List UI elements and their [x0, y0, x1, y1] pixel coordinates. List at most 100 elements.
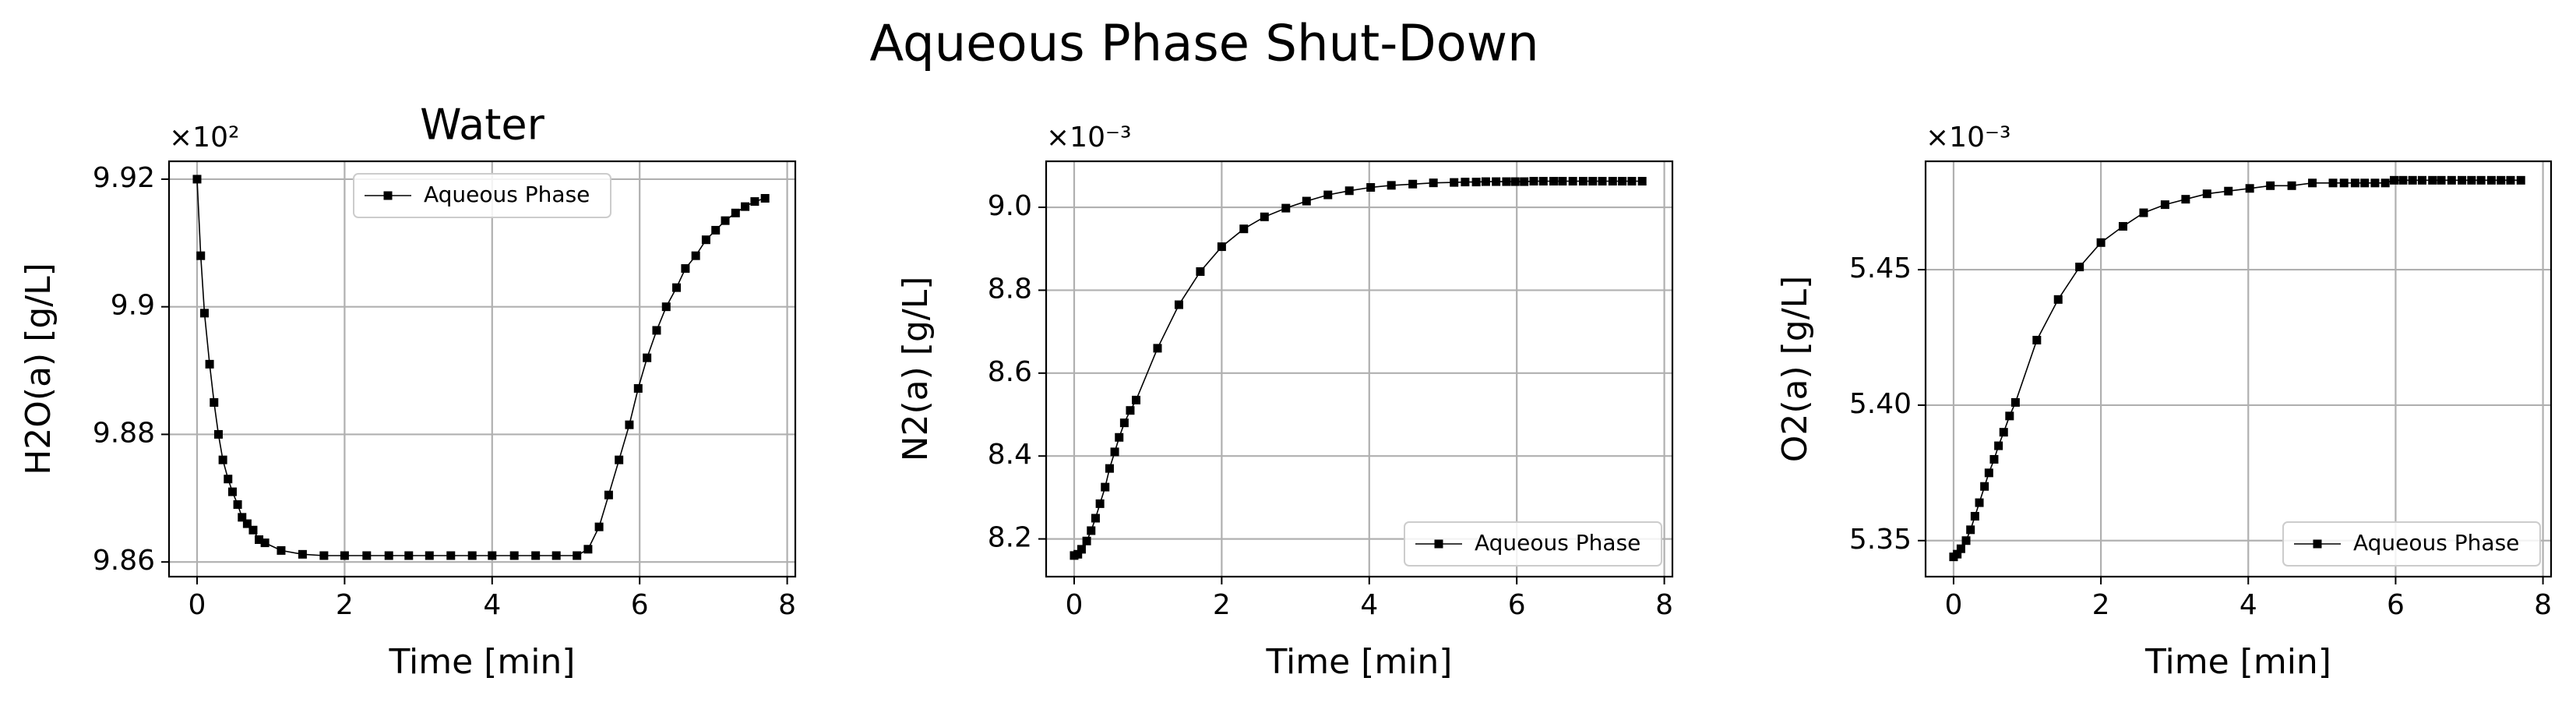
data-point: [2139, 208, 2148, 217]
data-point: [583, 545, 593, 554]
data-point: [731, 208, 740, 217]
data-point: [2224, 186, 2233, 196]
data-point: [2053, 295, 2063, 304]
data-point: [218, 455, 227, 464]
data-point: [1174, 300, 1183, 309]
data-point: [711, 225, 721, 235]
data-point: [1966, 525, 1975, 535]
x-tick-label: 8: [2534, 589, 2552, 621]
data-point: [488, 551, 497, 560]
data-point: [1627, 177, 1637, 186]
data-point: [2350, 178, 2359, 188]
data-point: [1492, 177, 1501, 186]
data-point: [2447, 175, 2456, 185]
data-point: [2245, 184, 2254, 193]
data-point: [1461, 178, 1470, 187]
y-tick-label: 9.88: [93, 417, 155, 449]
data-point: [1366, 183, 1376, 192]
y-tick-label: 5.45: [1849, 252, 1912, 284]
data-point: [2370, 178, 2380, 188]
legend: Aqueous Phase: [1404, 521, 1662, 567]
data-point: [1618, 177, 1627, 186]
data-point: [741, 202, 750, 211]
data-point: [1101, 482, 1110, 492]
x-tick-label: 4: [483, 589, 501, 621]
data-point: [1387, 181, 1396, 190]
data-point: [1598, 177, 1607, 186]
x-tick-label: 0: [189, 589, 206, 621]
data-point: [1077, 545, 1086, 554]
data-point: [2118, 221, 2127, 231]
data-point: [643, 353, 652, 362]
data-point: [652, 326, 661, 335]
data-point: [1980, 482, 1989, 491]
subplot: 0 2 4 6 8 9.86 9.88 9.9 9.92 Water ×10² Time [min] H…: [19, 101, 797, 682]
x-tick-label: 6: [1508, 589, 1526, 621]
data-point: [224, 475, 233, 484]
data-point: [1119, 418, 1129, 428]
data-point: [213, 429, 223, 439]
subplot: 0 2 4 6 8 5.35 5.40 5.45 ×10⁻³ Time [min] O2(a) [g…: [1775, 122, 2553, 682]
data-point: [1953, 549, 1962, 559]
data-point: [1961, 536, 1971, 545]
data-point: [199, 309, 209, 318]
y-tick-label: 9.86: [93, 545, 155, 577]
data-point: [1095, 499, 1105, 508]
data-point: [1510, 177, 1520, 186]
data-point: [2516, 175, 2525, 185]
data-point: [1105, 464, 1114, 473]
axes-frame: [167, 160, 797, 578]
data-point: [2467, 175, 2476, 185]
data-point: [1281, 203, 1291, 213]
x-tick-label: 8: [778, 589, 796, 621]
data-point: [531, 551, 541, 560]
data-point: [2181, 195, 2190, 204]
data-point: [2380, 178, 2390, 188]
data-point: [2096, 238, 2106, 247]
data-point: [1323, 190, 1333, 199]
x-tick-label: 8: [1655, 589, 1673, 621]
legend-marker: [2313, 539, 2322, 549]
data-point: [2417, 175, 2426, 185]
data-point: [1471, 178, 1481, 187]
legend: Aqueous Phase: [353, 173, 611, 218]
data-point: [2497, 175, 2506, 185]
data-point: [2437, 175, 2446, 185]
data-point: [1520, 177, 1529, 186]
x-tick-label: 0: [1944, 589, 1962, 621]
data-point: [1073, 549, 1083, 559]
data-point: [2032, 335, 2042, 344]
data-point: [467, 551, 477, 560]
data-point: [2458, 175, 2467, 185]
data-point: [404, 551, 414, 560]
data-point: [233, 499, 242, 509]
y-tick-label: 8.6: [988, 356, 1032, 388]
data-point: [2486, 175, 2496, 185]
data-point: [1549, 177, 1559, 186]
data-point: [661, 302, 671, 312]
data-point: [2202, 189, 2211, 199]
x-axis-label: Time [min]: [2144, 642, 2331, 682]
y-tick-label: 8.8: [988, 273, 1032, 305]
figure-title: Aqueous Phase Shut-Down: [869, 16, 1538, 73]
legend-label: Aqueous Phase: [2353, 530, 2519, 556]
data-point: [681, 264, 690, 274]
x-tick-label: 6: [2387, 589, 2405, 621]
data-point: [594, 522, 604, 531]
data-point: [1110, 447, 1119, 457]
data-point: [196, 251, 206, 260]
data-point: [1970, 511, 1979, 521]
data-point: [277, 545, 286, 555]
data-point: [1956, 544, 1965, 553]
x-tick-label: 2: [336, 589, 354, 621]
data-point: [1082, 536, 1091, 545]
y-axis-label: H2O(a) [g/L]: [19, 263, 58, 475]
data-point: [2308, 178, 2317, 188]
data-point: [2398, 175, 2408, 185]
y-axis-label: O2(a) [g/L]: [1775, 276, 1815, 463]
axes-frame: [1045, 160, 1674, 578]
data-point: [1578, 177, 1588, 186]
data-point: [1239, 224, 1249, 234]
data-point: [1091, 514, 1100, 523]
legend: Aqueous Phase: [2282, 521, 2541, 567]
